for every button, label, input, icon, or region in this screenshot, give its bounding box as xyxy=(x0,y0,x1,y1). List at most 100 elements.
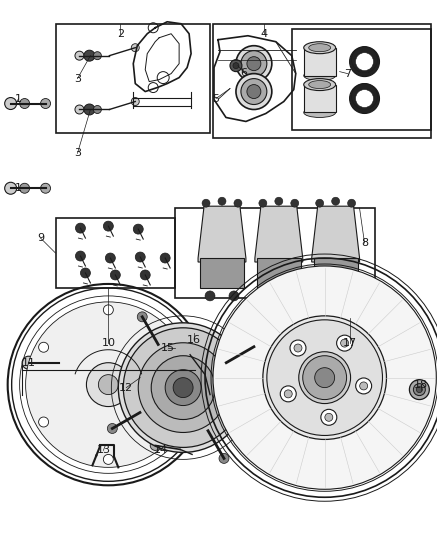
Circle shape xyxy=(41,183,50,193)
Ellipse shape xyxy=(350,47,379,77)
Text: 3: 3 xyxy=(74,74,81,84)
Circle shape xyxy=(314,368,335,387)
Ellipse shape xyxy=(352,47,378,72)
Circle shape xyxy=(168,342,178,352)
Circle shape xyxy=(124,328,243,447)
Circle shape xyxy=(343,291,353,301)
Circle shape xyxy=(137,312,147,322)
Circle shape xyxy=(218,197,226,205)
Text: 3: 3 xyxy=(74,148,81,158)
Circle shape xyxy=(303,356,346,400)
Circle shape xyxy=(41,99,50,109)
Circle shape xyxy=(84,104,95,115)
Circle shape xyxy=(236,46,272,82)
Circle shape xyxy=(75,223,85,233)
Circle shape xyxy=(229,291,239,301)
Circle shape xyxy=(286,291,296,301)
Circle shape xyxy=(53,358,64,368)
Circle shape xyxy=(133,224,143,234)
Text: 4: 4 xyxy=(260,29,268,39)
Circle shape xyxy=(241,78,267,104)
Circle shape xyxy=(337,335,353,351)
Circle shape xyxy=(103,305,113,315)
Circle shape xyxy=(284,390,292,398)
Circle shape xyxy=(165,370,201,406)
Text: 6: 6 xyxy=(240,68,247,78)
Circle shape xyxy=(275,197,283,205)
Circle shape xyxy=(38,358,48,368)
Circle shape xyxy=(247,56,261,71)
Text: 1: 1 xyxy=(15,93,22,103)
Circle shape xyxy=(107,424,117,433)
Text: 15: 15 xyxy=(161,343,175,353)
Ellipse shape xyxy=(356,90,374,108)
Text: 13: 13 xyxy=(96,446,110,455)
Circle shape xyxy=(173,378,193,398)
Circle shape xyxy=(84,50,95,61)
Ellipse shape xyxy=(353,87,375,109)
Circle shape xyxy=(230,60,242,71)
Ellipse shape xyxy=(304,71,336,80)
Circle shape xyxy=(20,99,30,109)
Circle shape xyxy=(234,199,242,207)
Circle shape xyxy=(348,199,356,207)
Circle shape xyxy=(202,199,210,207)
Circle shape xyxy=(316,199,324,207)
Circle shape xyxy=(39,417,49,427)
Bar xyxy=(56,218,175,288)
Circle shape xyxy=(205,291,215,301)
Bar xyxy=(304,47,336,76)
Circle shape xyxy=(103,221,113,231)
Bar xyxy=(213,24,431,139)
Circle shape xyxy=(5,182,17,194)
Circle shape xyxy=(75,51,84,60)
Circle shape xyxy=(131,98,139,106)
Ellipse shape xyxy=(304,42,336,54)
Circle shape xyxy=(247,85,261,99)
Ellipse shape xyxy=(304,108,336,117)
Circle shape xyxy=(291,199,299,207)
Circle shape xyxy=(22,356,35,369)
Circle shape xyxy=(110,270,120,280)
Bar xyxy=(175,208,374,298)
Circle shape xyxy=(241,51,267,77)
Circle shape xyxy=(5,98,17,109)
Circle shape xyxy=(131,44,139,52)
Circle shape xyxy=(157,71,169,84)
Polygon shape xyxy=(314,258,357,288)
Circle shape xyxy=(86,362,130,407)
Text: 12: 12 xyxy=(119,383,133,393)
Text: 9: 9 xyxy=(37,233,44,243)
Circle shape xyxy=(321,409,337,425)
Text: 2: 2 xyxy=(117,29,124,39)
Circle shape xyxy=(106,253,115,263)
Text: 1: 1 xyxy=(15,183,22,193)
Ellipse shape xyxy=(309,80,331,88)
Ellipse shape xyxy=(309,44,331,52)
Circle shape xyxy=(135,252,145,262)
Circle shape xyxy=(290,340,306,356)
Circle shape xyxy=(25,302,191,467)
Circle shape xyxy=(103,455,113,464)
Circle shape xyxy=(140,270,150,280)
Bar xyxy=(292,29,431,131)
Circle shape xyxy=(319,291,328,301)
Circle shape xyxy=(280,386,296,402)
Polygon shape xyxy=(257,258,301,288)
Circle shape xyxy=(75,105,84,114)
Circle shape xyxy=(93,106,101,114)
Circle shape xyxy=(263,316,386,439)
Circle shape xyxy=(360,382,367,390)
Circle shape xyxy=(39,342,49,352)
Circle shape xyxy=(219,454,229,463)
Circle shape xyxy=(213,266,436,489)
Circle shape xyxy=(413,384,425,395)
Circle shape xyxy=(233,63,239,69)
Circle shape xyxy=(259,199,267,207)
Bar xyxy=(56,24,210,133)
Circle shape xyxy=(168,417,178,427)
Text: 14: 14 xyxy=(154,446,168,455)
Circle shape xyxy=(81,268,90,278)
Bar xyxy=(304,85,336,112)
Circle shape xyxy=(118,323,248,453)
